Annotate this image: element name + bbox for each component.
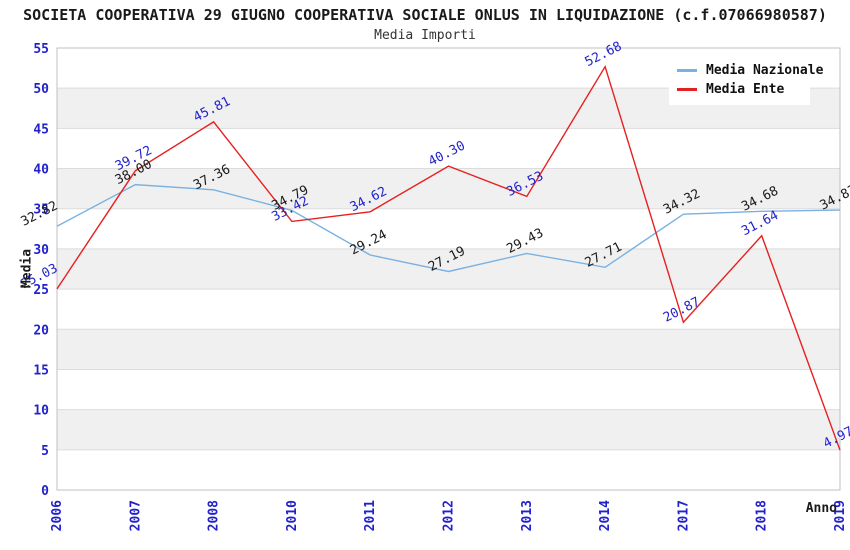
x-tick-label: 2008 <box>207 500 222 531</box>
y-tick-label: 45 <box>33 122 49 137</box>
legend: Media Nazionale Media Ente <box>669 55 823 105</box>
y-tick-label: 35 <box>33 203 49 218</box>
y-axis-title: Media <box>19 248 35 289</box>
data-label: 52.68 <box>583 39 625 70</box>
x-tick-label: 2012 <box>442 500 457 531</box>
y-tick-label: 0 <box>41 484 49 499</box>
legend-line-swatch <box>677 69 697 72</box>
chart-title: SOCIETA COOPERATIVA 29 GIUGNO COOPERATIV… <box>23 6 827 24</box>
x-tick-label: 2006 <box>50 500 65 531</box>
plot-band <box>57 248 840 290</box>
x-tick-label: 2013 <box>520 500 535 531</box>
series-line-media-nazionale <box>56 183 841 273</box>
legend-item-label: Media Ente <box>706 82 785 97</box>
y-tick-label: 25 <box>33 283 49 298</box>
y-tick-label: 5 <box>41 444 49 459</box>
x-tick-label: 2007 <box>128 500 143 531</box>
x-tick-label: 2011 <box>363 500 378 531</box>
plot-band <box>57 329 840 370</box>
x-tick-label: 2019 <box>833 500 848 531</box>
x-tick-label: 2014 <box>598 500 613 531</box>
y-tick-label: 50 <box>33 82 49 97</box>
y-tick-label: 10 <box>33 404 49 419</box>
legend-item-media-ente: Media Ente <box>677 80 810 99</box>
data-label: 20.87 <box>661 295 703 326</box>
x-axis-title: Anno <box>805 501 837 516</box>
data-label: 40.30 <box>426 138 468 169</box>
plot-band <box>57 409 840 450</box>
chart-subtitle: Media Importi <box>374 28 476 43</box>
series-line-media-ente <box>56 64 841 451</box>
x-tick-label: 2010 <box>285 500 300 531</box>
y-tick-label: 15 <box>33 363 49 378</box>
x-tick-label: 2017 <box>676 500 691 531</box>
y-tick-label: 40 <box>33 163 49 178</box>
plot-band <box>57 168 840 209</box>
plot-border <box>56 47 841 491</box>
legend-line-swatch <box>677 88 697 91</box>
legend-item-label: Media Nazionale <box>706 63 824 78</box>
x-tick-label: 2018 <box>755 500 770 531</box>
y-tick-label: 55 <box>33 42 49 57</box>
y-tick-label: 20 <box>33 323 49 338</box>
y-tick-label: 30 <box>33 243 49 258</box>
legend-item-media-nazionale: Media Nazionale <box>677 61 823 80</box>
